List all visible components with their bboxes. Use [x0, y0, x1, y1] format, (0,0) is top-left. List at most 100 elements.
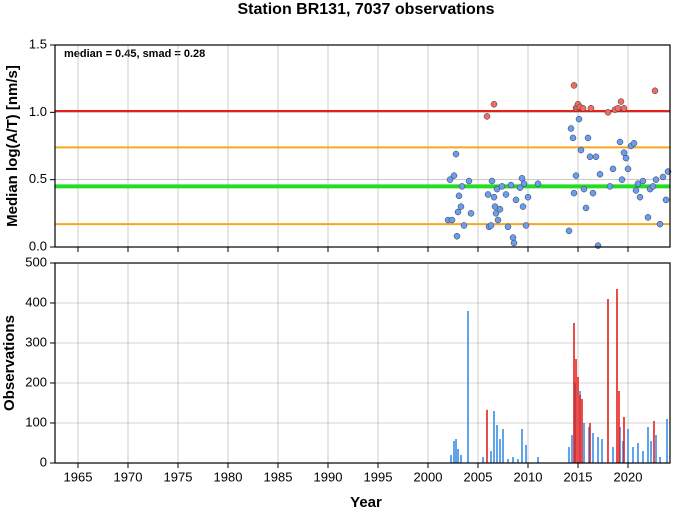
- point: [586, 153, 594, 161]
- x-tick-label: 1970: [114, 469, 143, 484]
- y-tick-label: 500: [25, 254, 47, 269]
- y-tick-label: 1.0: [29, 104, 47, 119]
- point: [519, 203, 527, 210]
- point: [498, 183, 506, 190]
- point: [570, 189, 578, 197]
- point: [620, 105, 628, 112]
- point: [636, 193, 644, 201]
- plot-frame: [54, 262, 671, 464]
- x-axis-title: Year: [350, 494, 382, 511]
- y-tick-label: 0: [40, 454, 47, 469]
- point: [639, 177, 647, 185]
- x-tick-label: 1985: [264, 469, 293, 484]
- point: [502, 191, 510, 198]
- x-tick-label: 1965: [64, 469, 93, 484]
- point: [577, 146, 585, 154]
- point: [516, 184, 524, 191]
- point: [492, 210, 500, 217]
- x-tick-label: 2010: [514, 469, 543, 484]
- point: [569, 134, 577, 142]
- x-tick-label: 1975: [164, 469, 193, 484]
- point: [606, 183, 614, 190]
- point: [587, 105, 595, 112]
- y-tick-label: 0.5: [29, 171, 47, 186]
- point: [512, 196, 520, 204]
- y-axis-title: Observations: [1, 315, 18, 411]
- x-tick-label: 2020: [614, 469, 643, 484]
- point: [594, 242, 602, 249]
- point: [487, 222, 495, 229]
- point: [460, 222, 468, 229]
- y-axis-title: Median log(A/T) [nm/s]: [4, 65, 21, 227]
- point: [580, 185, 588, 193]
- point: [448, 216, 456, 224]
- point: [491, 203, 499, 210]
- point: [634, 180, 642, 187]
- annotation: median = 0.45, smad = 0.28: [64, 48, 205, 60]
- point: [579, 105, 587, 112]
- point: [452, 150, 460, 158]
- y-tick-label: 1.5: [29, 36, 47, 51]
- point: [518, 175, 526, 182]
- chart-title: Station BR131, 7037 observations: [238, 1, 495, 18]
- point: [496, 206, 504, 213]
- point: [453, 232, 461, 240]
- point: [458, 183, 466, 190]
- x-tick-label: 2015: [564, 469, 593, 484]
- point: [618, 176, 626, 183]
- point: [592, 153, 600, 161]
- y-tick-label: 400: [25, 294, 47, 309]
- plot-frame: [54, 44, 671, 248]
- point: [522, 222, 530, 229]
- point: [651, 87, 659, 95]
- point: [614, 105, 622, 112]
- point: [659, 173, 667, 181]
- point: [450, 172, 458, 179]
- point: [624, 165, 632, 173]
- point: [572, 172, 580, 179]
- point: [504, 223, 512, 231]
- x-tick-label: 2005: [464, 469, 493, 484]
- point: [584, 134, 592, 142]
- point: [662, 196, 670, 204]
- point: [596, 171, 604, 178]
- point: [488, 177, 496, 185]
- point: [656, 220, 664, 228]
- point: [490, 101, 498, 108]
- x-tick-label: 1995: [364, 469, 393, 484]
- point: [617, 98, 625, 105]
- point: [494, 216, 502, 224]
- point: [465, 177, 473, 185]
- point: [652, 176, 660, 183]
- y-tick-label: 200: [25, 374, 47, 389]
- point: [616, 138, 624, 146]
- x-tick-label: 2000: [414, 469, 443, 484]
- point: [622, 154, 630, 162]
- point: [490, 193, 498, 201]
- x-tick-label: 1990: [314, 469, 343, 484]
- point: [582, 204, 590, 212]
- point: [520, 180, 528, 187]
- point: [565, 227, 573, 235]
- point: [620, 149, 628, 156]
- point: [467, 210, 475, 217]
- point: [567, 125, 575, 132]
- point: [632, 187, 640, 194]
- point: [609, 165, 617, 173]
- point: [510, 239, 518, 247]
- y-tick-label: 300: [25, 334, 47, 349]
- point: [589, 189, 597, 197]
- point: [524, 193, 532, 201]
- point: [483, 113, 491, 120]
- point: [630, 140, 638, 147]
- y-tick-label: 100: [25, 414, 47, 429]
- point: [454, 208, 462, 216]
- point: [570, 82, 578, 89]
- point: [507, 181, 515, 189]
- point: [534, 180, 542, 187]
- point: [575, 115, 583, 123]
- point: [604, 109, 612, 116]
- y-tick-label: 0.0: [29, 238, 47, 253]
- point: [509, 234, 517, 241]
